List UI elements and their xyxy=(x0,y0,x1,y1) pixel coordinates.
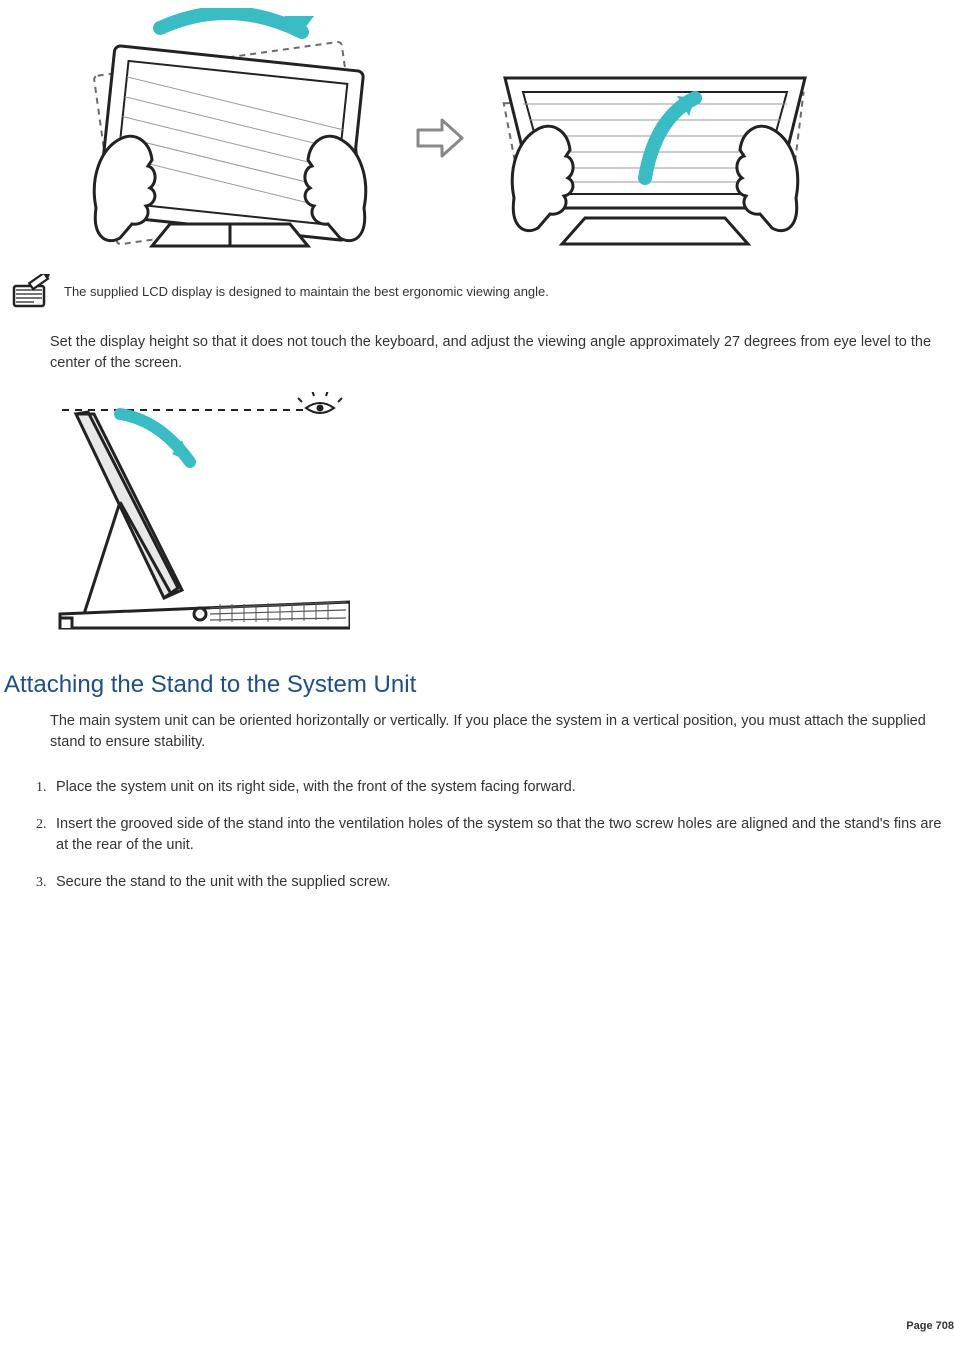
figure-tilt-display xyxy=(490,8,820,268)
note-text: The supplied LCD display is designed to … xyxy=(64,283,549,301)
figure-side-view xyxy=(0,392,954,657)
figure-rotate-display xyxy=(70,8,390,268)
steps-list: Place the system unit on its right side,… xyxy=(28,771,954,903)
figure-row-top xyxy=(0,8,954,268)
arrow-next-icon xyxy=(410,112,470,164)
step-item: Secure the stand to the unit with the su… xyxy=(50,866,946,903)
page-number: Page 708 xyxy=(906,1320,954,1332)
heading-attaching-stand: Attaching the Stand to the System Unit xyxy=(4,671,954,699)
step-item: Place the system unit on its right side,… xyxy=(50,771,946,808)
note-row: The supplied LCD display is designed to … xyxy=(0,268,954,316)
step-item: Insert the grooved side of the stand int… xyxy=(50,808,946,866)
paragraph-attaching-intro: The main system unit can be oriented hor… xyxy=(0,711,954,771)
paragraph-ergonomics: Set the display height so that it does n… xyxy=(0,316,954,392)
note-icon xyxy=(8,274,54,310)
